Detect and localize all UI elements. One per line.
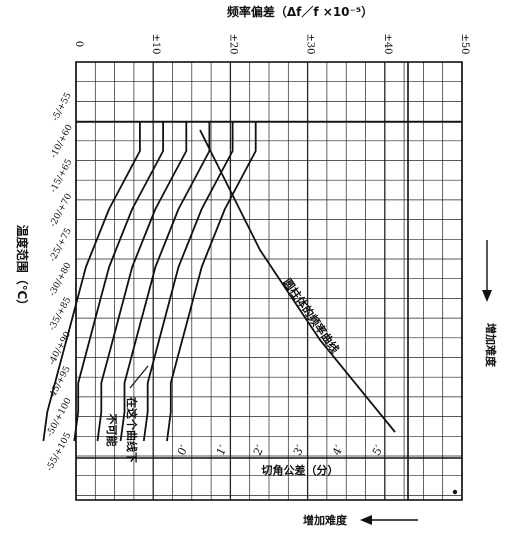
x-tick-label: ±30 [305,33,316,54]
x-tick-label: ±40 [382,33,393,54]
x-tick-label: ±10 [150,33,161,54]
annotation-impossible: 不可能 [105,414,119,447]
chart-title: 频率偏差（Δf／f ×10⁻⁵） [227,4,373,19]
annotation-cut-angle: 切角公差（分） [262,463,339,477]
grid [75,61,463,500]
annotation-increase-down: 增加难度 [303,513,348,527]
x-tick-label: ±20 [227,33,238,54]
curve-4 [142,122,234,442]
series-label: 4′ [330,443,346,458]
plot-border [75,61,463,501]
arrow-right-head [482,290,492,302]
y-tick-label: -5/+55 [51,91,74,123]
series-label: 0′ [175,443,191,458]
curve-0 [42,122,141,442]
series-label: 1′ [214,443,230,458]
curve-5 [166,122,257,442]
curve-2 [96,122,188,442]
curve-1 [73,122,164,442]
annotation-below-curve: 在这个曲线下 [125,397,139,463]
y-tick-label: -10/+60 [49,123,75,160]
annotation-pointer [129,365,149,389]
labels: 频率偏差（Δf／f ×10⁻⁵） 0 ±10 ±20 ±30 ±40 ±50 温度范围（℃） -… [15,4,470,473]
y-tick-label: -30/+80 [48,261,74,298]
arrow-down-head [360,515,372,525]
annotation-main-curve: 圆柱体的频率曲线 [280,276,342,356]
y-tick-label: -20/+70 [48,192,74,229]
series-label: 3′ [291,443,307,458]
plot-frame [75,61,463,501]
y-tick-label: -15/+65 [49,157,75,194]
y-axis-label: 温度范围（℃） [15,225,30,312]
curves [42,122,396,442]
curve-3 [119,122,211,442]
annotation-increase-right: 增加难度 [484,323,498,368]
main-curve [199,129,396,433]
y-tick-label: -25/+75 [48,226,74,263]
series-label: 5′ [370,443,386,458]
dot-marker [452,489,458,495]
x-tick-label: ±50 [459,33,470,54]
y-tick-label: -55/+105 [45,431,74,473]
y-tick-label: -45/+95 [47,364,73,401]
x-tick-label: 0 [73,41,84,47]
series-label: 2′ [251,443,267,458]
